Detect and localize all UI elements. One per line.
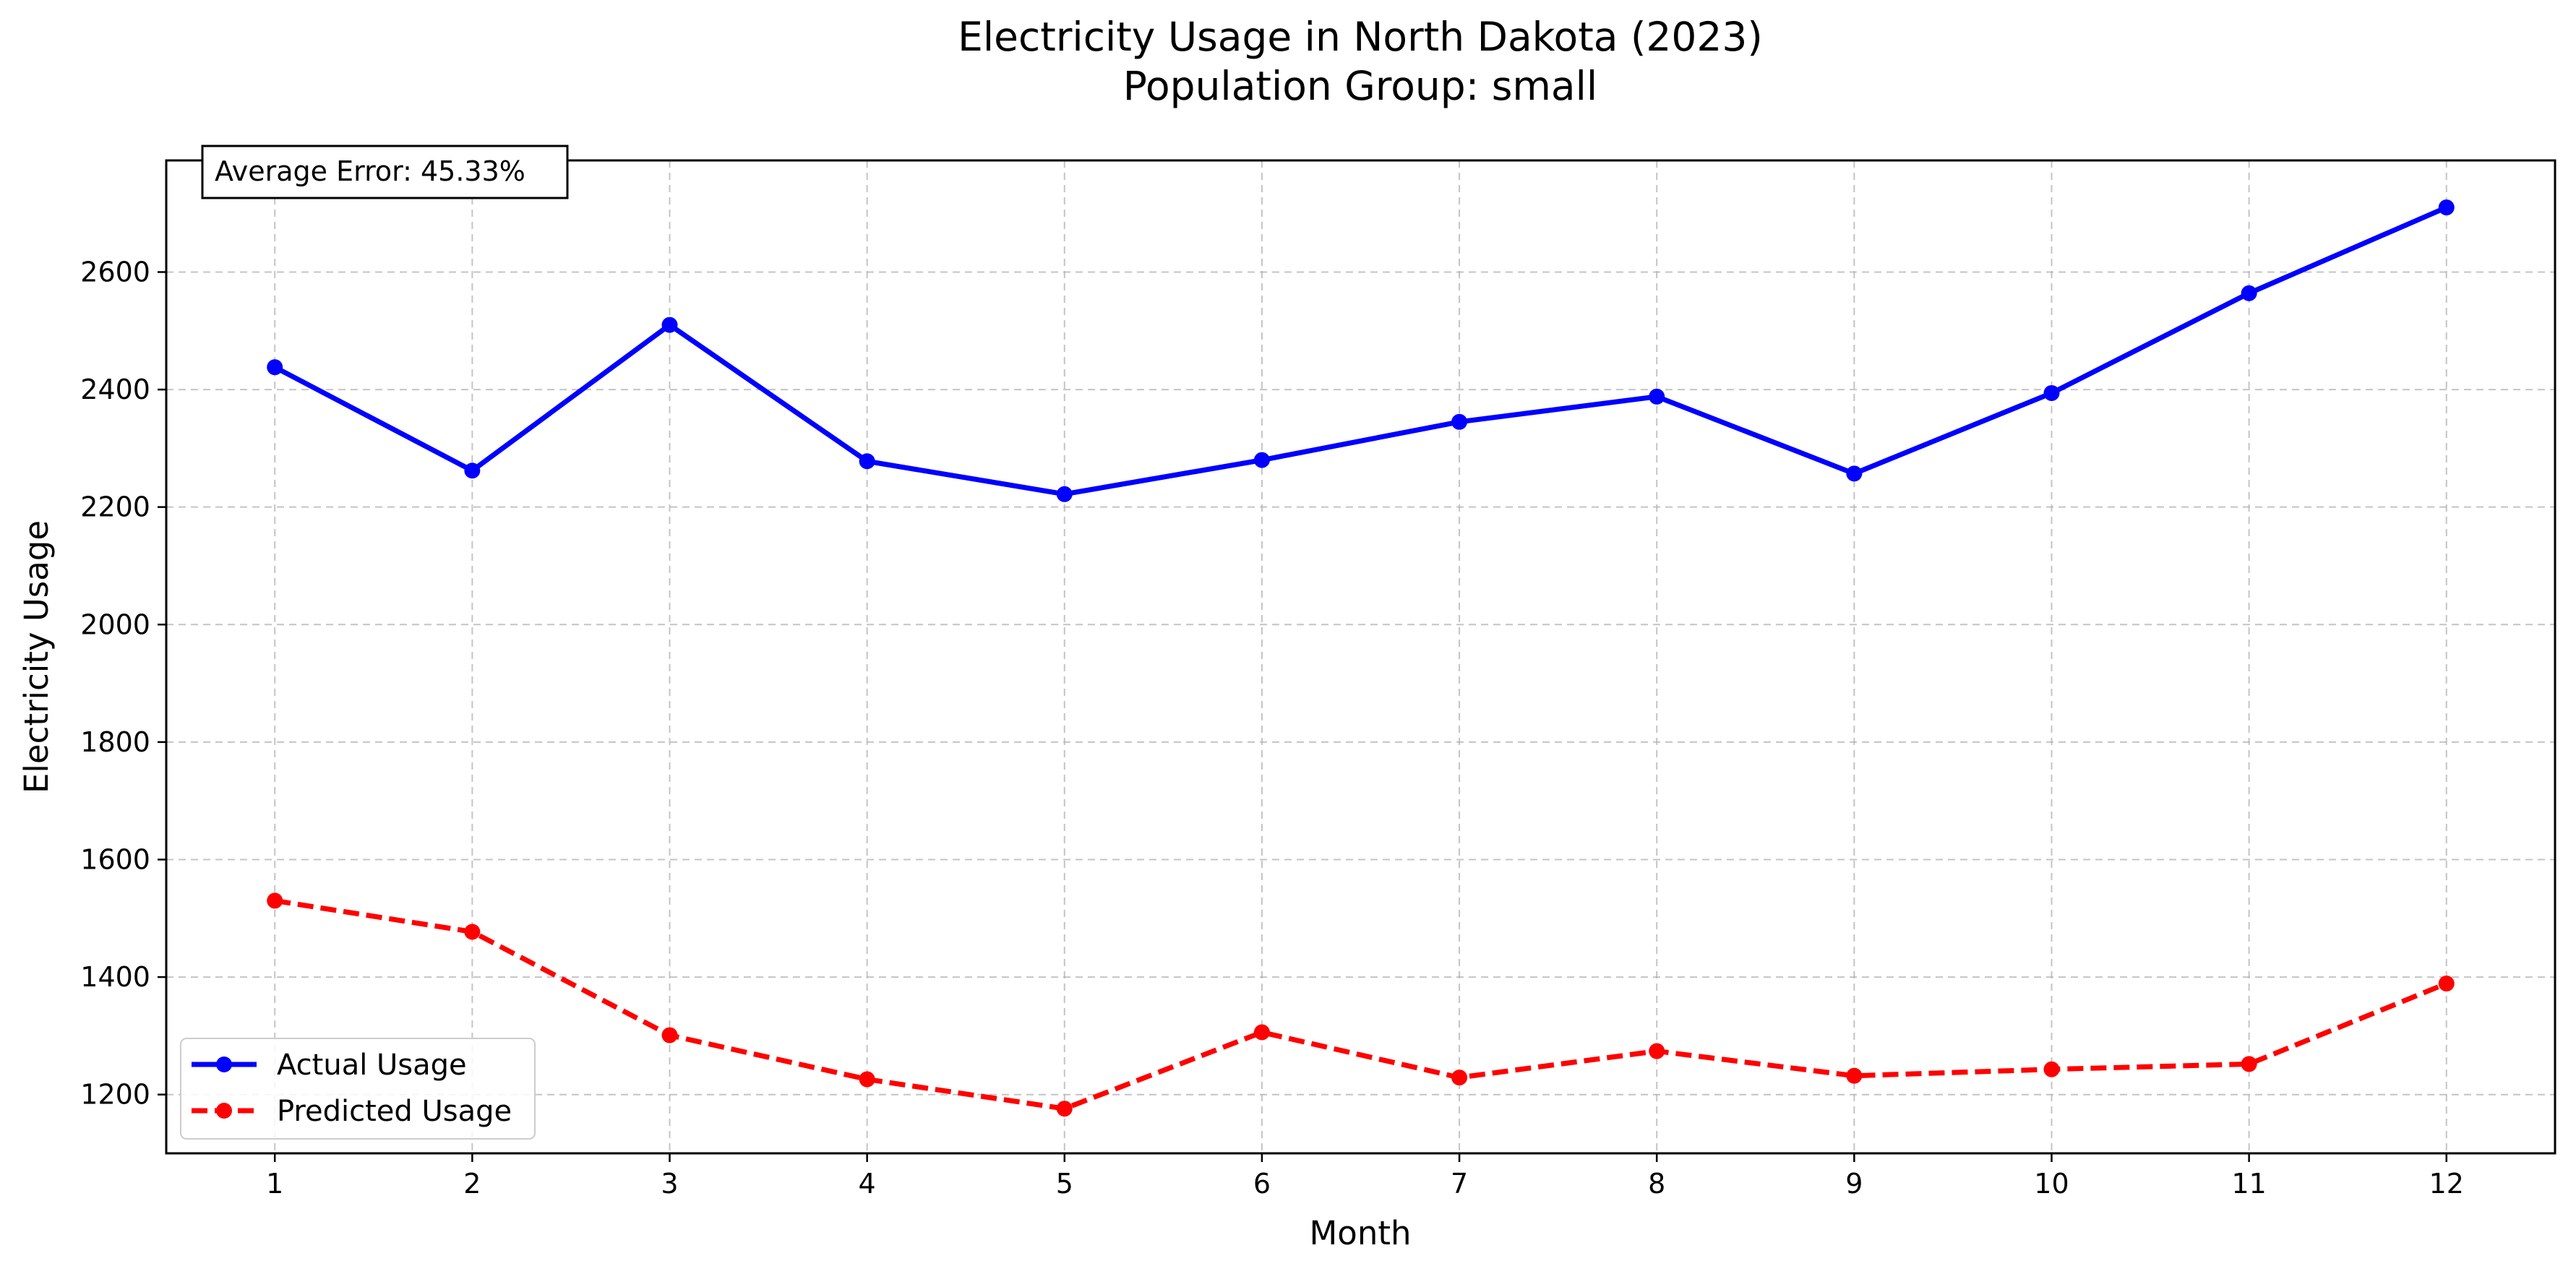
data-point-predicted — [2043, 1061, 2060, 1077]
data-point-actual — [1451, 413, 1468, 430]
legend-label-actual: Actual Usage — [277, 1049, 467, 1082]
annotation-text: Average Error: 45.33% — [215, 155, 525, 187]
data-point-actual — [464, 462, 481, 479]
legend-marker-actual — [216, 1056, 232, 1072]
data-point-predicted — [1253, 1024, 1270, 1041]
y-axis-label: Electricity Usage — [17, 520, 56, 793]
data-point-predicted — [2241, 1056, 2257, 1072]
data-point-actual — [267, 359, 283, 376]
legend: Actual Usage Predicted Usage — [180, 1038, 536, 1140]
x-tick-label: 4 — [859, 1168, 876, 1200]
x-tick-label: 10 — [2034, 1168, 2069, 1200]
x-tick-label: 6 — [1253, 1168, 1271, 1200]
x-tick-label: 5 — [1056, 1168, 1073, 1200]
legend-label-predicted: Predicted Usage — [277, 1095, 512, 1128]
legend-item-actual: Actual Usage — [192, 1049, 467, 1082]
data-point-predicted — [2438, 976, 2455, 992]
x-tick-label: 11 — [2231, 1168, 2266, 1200]
data-point-predicted — [1649, 1043, 1665, 1059]
y-tick-label: 1600 — [80, 843, 150, 875]
chart-subtitle: Population Group: small — [1123, 63, 1597, 109]
y-tick-label: 1400 — [80, 961, 150, 993]
y-tick-label: 2000 — [80, 608, 150, 640]
data-point-actual — [661, 317, 678, 333]
data-point-actual — [2043, 384, 2060, 401]
data-point-predicted — [1846, 1067, 1863, 1084]
data-point-predicted — [859, 1071, 875, 1088]
data-point-predicted — [661, 1027, 678, 1043]
x-tick-label: 2 — [463, 1168, 481, 1200]
series-line-actual — [273, 205, 2448, 497]
legend-item-predicted: Predicted Usage — [192, 1095, 512, 1128]
data-point-predicted — [464, 924, 481, 940]
x-tick-label: 3 — [661, 1168, 678, 1200]
data-point-predicted — [1056, 1101, 1073, 1117]
data-point-actual — [859, 453, 875, 470]
y-tick-label: 1800 — [80, 726, 150, 758]
data-point-actual — [1056, 486, 1073, 502]
legend-box — [180, 1038, 536, 1140]
x-axis: 1 2 3 4 5 6 7 8 9 10 11 12 — [266, 1153, 2464, 1200]
data-point-actual — [1846, 465, 1863, 482]
data-point-predicted — [267, 892, 283, 909]
series-layer — [267, 199, 2455, 1117]
chart-title: Electricity Usage in North Dakota (2023) — [958, 14, 1763, 60]
series-line-predicted — [274, 898, 2448, 1111]
x-axis-label: Month — [1309, 1214, 1411, 1252]
x-tick-label: 9 — [1845, 1168, 1863, 1200]
data-point-actual — [2241, 285, 2257, 301]
data-point-predicted — [1451, 1069, 1468, 1086]
average-error-annotation: Average Error: 45.33% — [201, 145, 569, 199]
y-tick-label: 2400 — [80, 374, 150, 405]
plot-frame — [165, 159, 2556, 1155]
data-point-actual — [1253, 452, 1270, 468]
y-tick-label: 2600 — [80, 256, 150, 288]
x-tick-label: 8 — [1648, 1168, 1665, 1200]
x-tick-label: 7 — [1451, 1168, 1468, 1200]
y-axis: 1200 1400 1600 1800 2000 2200 2400 2600 — [80, 256, 166, 1111]
annotation-box — [201, 145, 569, 199]
y-tick-label: 1200 — [80, 1079, 150, 1111]
data-point-actual — [1649, 388, 1665, 405]
x-tick-label: 1 — [266, 1168, 283, 1200]
data-point-actual — [2438, 199, 2455, 216]
y-tick-label: 2200 — [80, 491, 150, 523]
x-tick-label: 12 — [2429, 1168, 2464, 1200]
legend-marker-predicted — [216, 1103, 232, 1119]
